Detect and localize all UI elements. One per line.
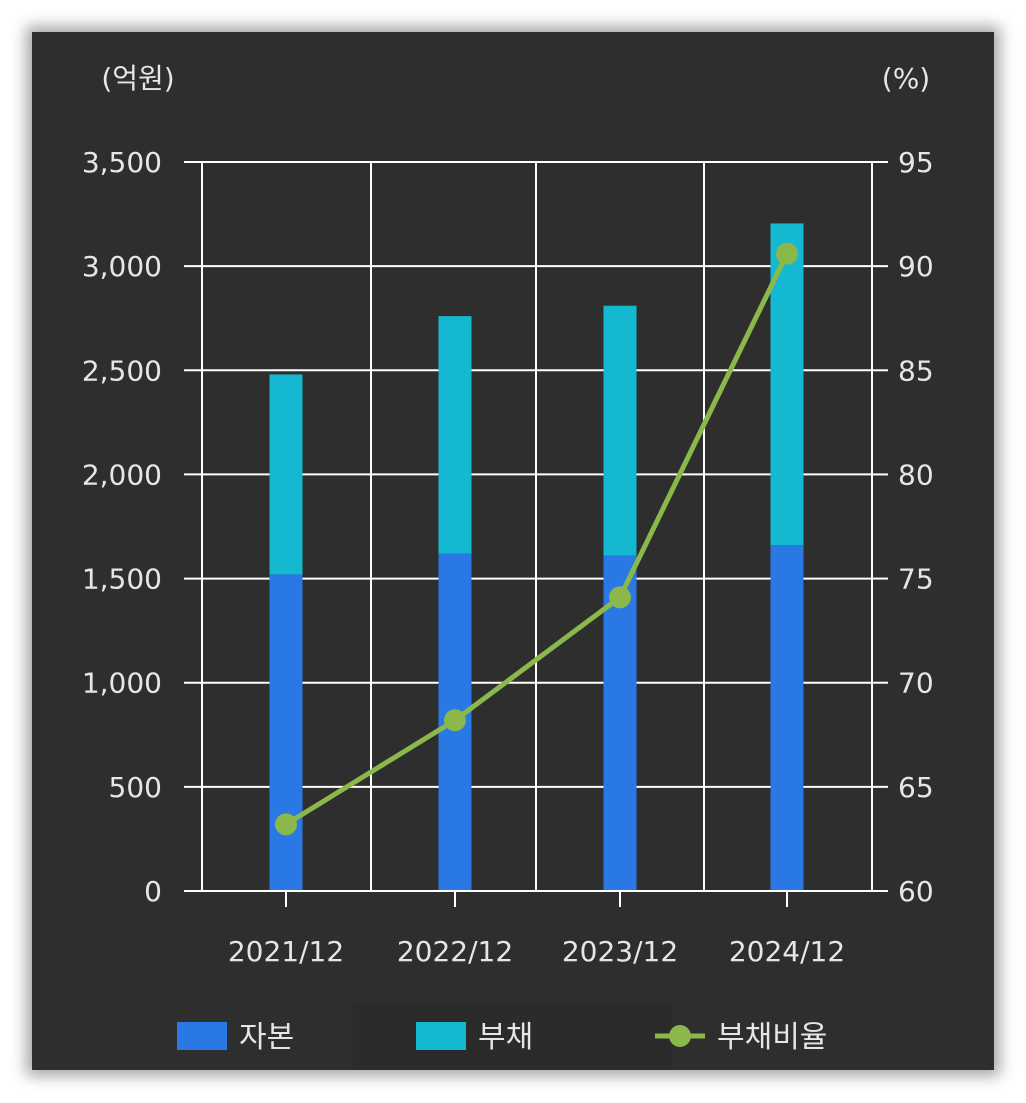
legend-background <box>32 1004 994 1070</box>
y-left-tick-label: 0 <box>144 875 162 908</box>
bar-liability <box>603 305 637 556</box>
y-right-tick-label: 75 <box>898 563 934 596</box>
bar-equity <box>770 545 804 891</box>
y-left-tick-label: 2,500 <box>82 354 162 387</box>
legend-label: 부채비율 <box>717 1020 827 1055</box>
x-tick-label: 2023/12 <box>562 935 678 968</box>
bar-equity <box>269 574 303 891</box>
legend-swatch <box>177 1022 227 1050</box>
y-left-unit-label: (억원) <box>101 62 174 95</box>
legend-swatch <box>416 1022 466 1050</box>
legend-item: 자본 <box>177 1020 294 1055</box>
y-right-tick-label: 95 <box>898 146 934 179</box>
chart-frame <box>32 32 994 1070</box>
bar-equity <box>603 555 637 891</box>
x-tick-label: 2022/12 <box>397 935 513 968</box>
bar-liability <box>438 316 472 554</box>
y-right-tick-label: 90 <box>898 250 934 283</box>
ratio-point <box>609 586 631 609</box>
y-right-tick-label: 80 <box>898 458 934 491</box>
y-right-unit-label: (%) <box>882 62 930 95</box>
bar-liability <box>269 374 303 575</box>
axes: 0 500 1,000 1,500 2,000 2,500 3,000 3,500 60 65 70… <box>82 146 934 968</box>
y-left-tick-label: 1,000 <box>82 667 162 700</box>
y-left-tick-label: 3,500 <box>82 146 162 179</box>
y-left-tick-label: 3,000 <box>82 250 162 283</box>
y-right-tick-label: 85 <box>898 354 934 387</box>
ratio-point <box>275 813 297 836</box>
legend-item: 부채비율 <box>655 1020 827 1055</box>
legend-dot-swatch <box>669 1025 691 1047</box>
x-tick-label: 2021/12 <box>228 935 344 968</box>
ratio-line <box>275 242 798 836</box>
ratio-point <box>776 242 798 265</box>
y-right-tick-label: 60 <box>898 875 934 908</box>
legend: 자본 부채 부채비율 <box>177 1020 827 1055</box>
y-left-tick-label: 2,000 <box>82 458 162 491</box>
y-left-tick-label: 500 <box>109 771 162 804</box>
bars <box>269 223 804 891</box>
y-left-tick-label: 1,500 <box>82 563 162 596</box>
legend-label: 자본 <box>239 1020 294 1055</box>
legend-item: 부채 <box>416 1020 533 1055</box>
ratio-point <box>444 709 466 732</box>
legend-label: 부채 <box>478 1020 533 1055</box>
ratio-line-path <box>284 252 790 827</box>
x-tick-label: 2024/12 <box>729 935 845 968</box>
grid <box>201 161 873 892</box>
y-right-tick-label: 70 <box>898 667 934 700</box>
y-right-tick-label: 65 <box>898 771 934 804</box>
